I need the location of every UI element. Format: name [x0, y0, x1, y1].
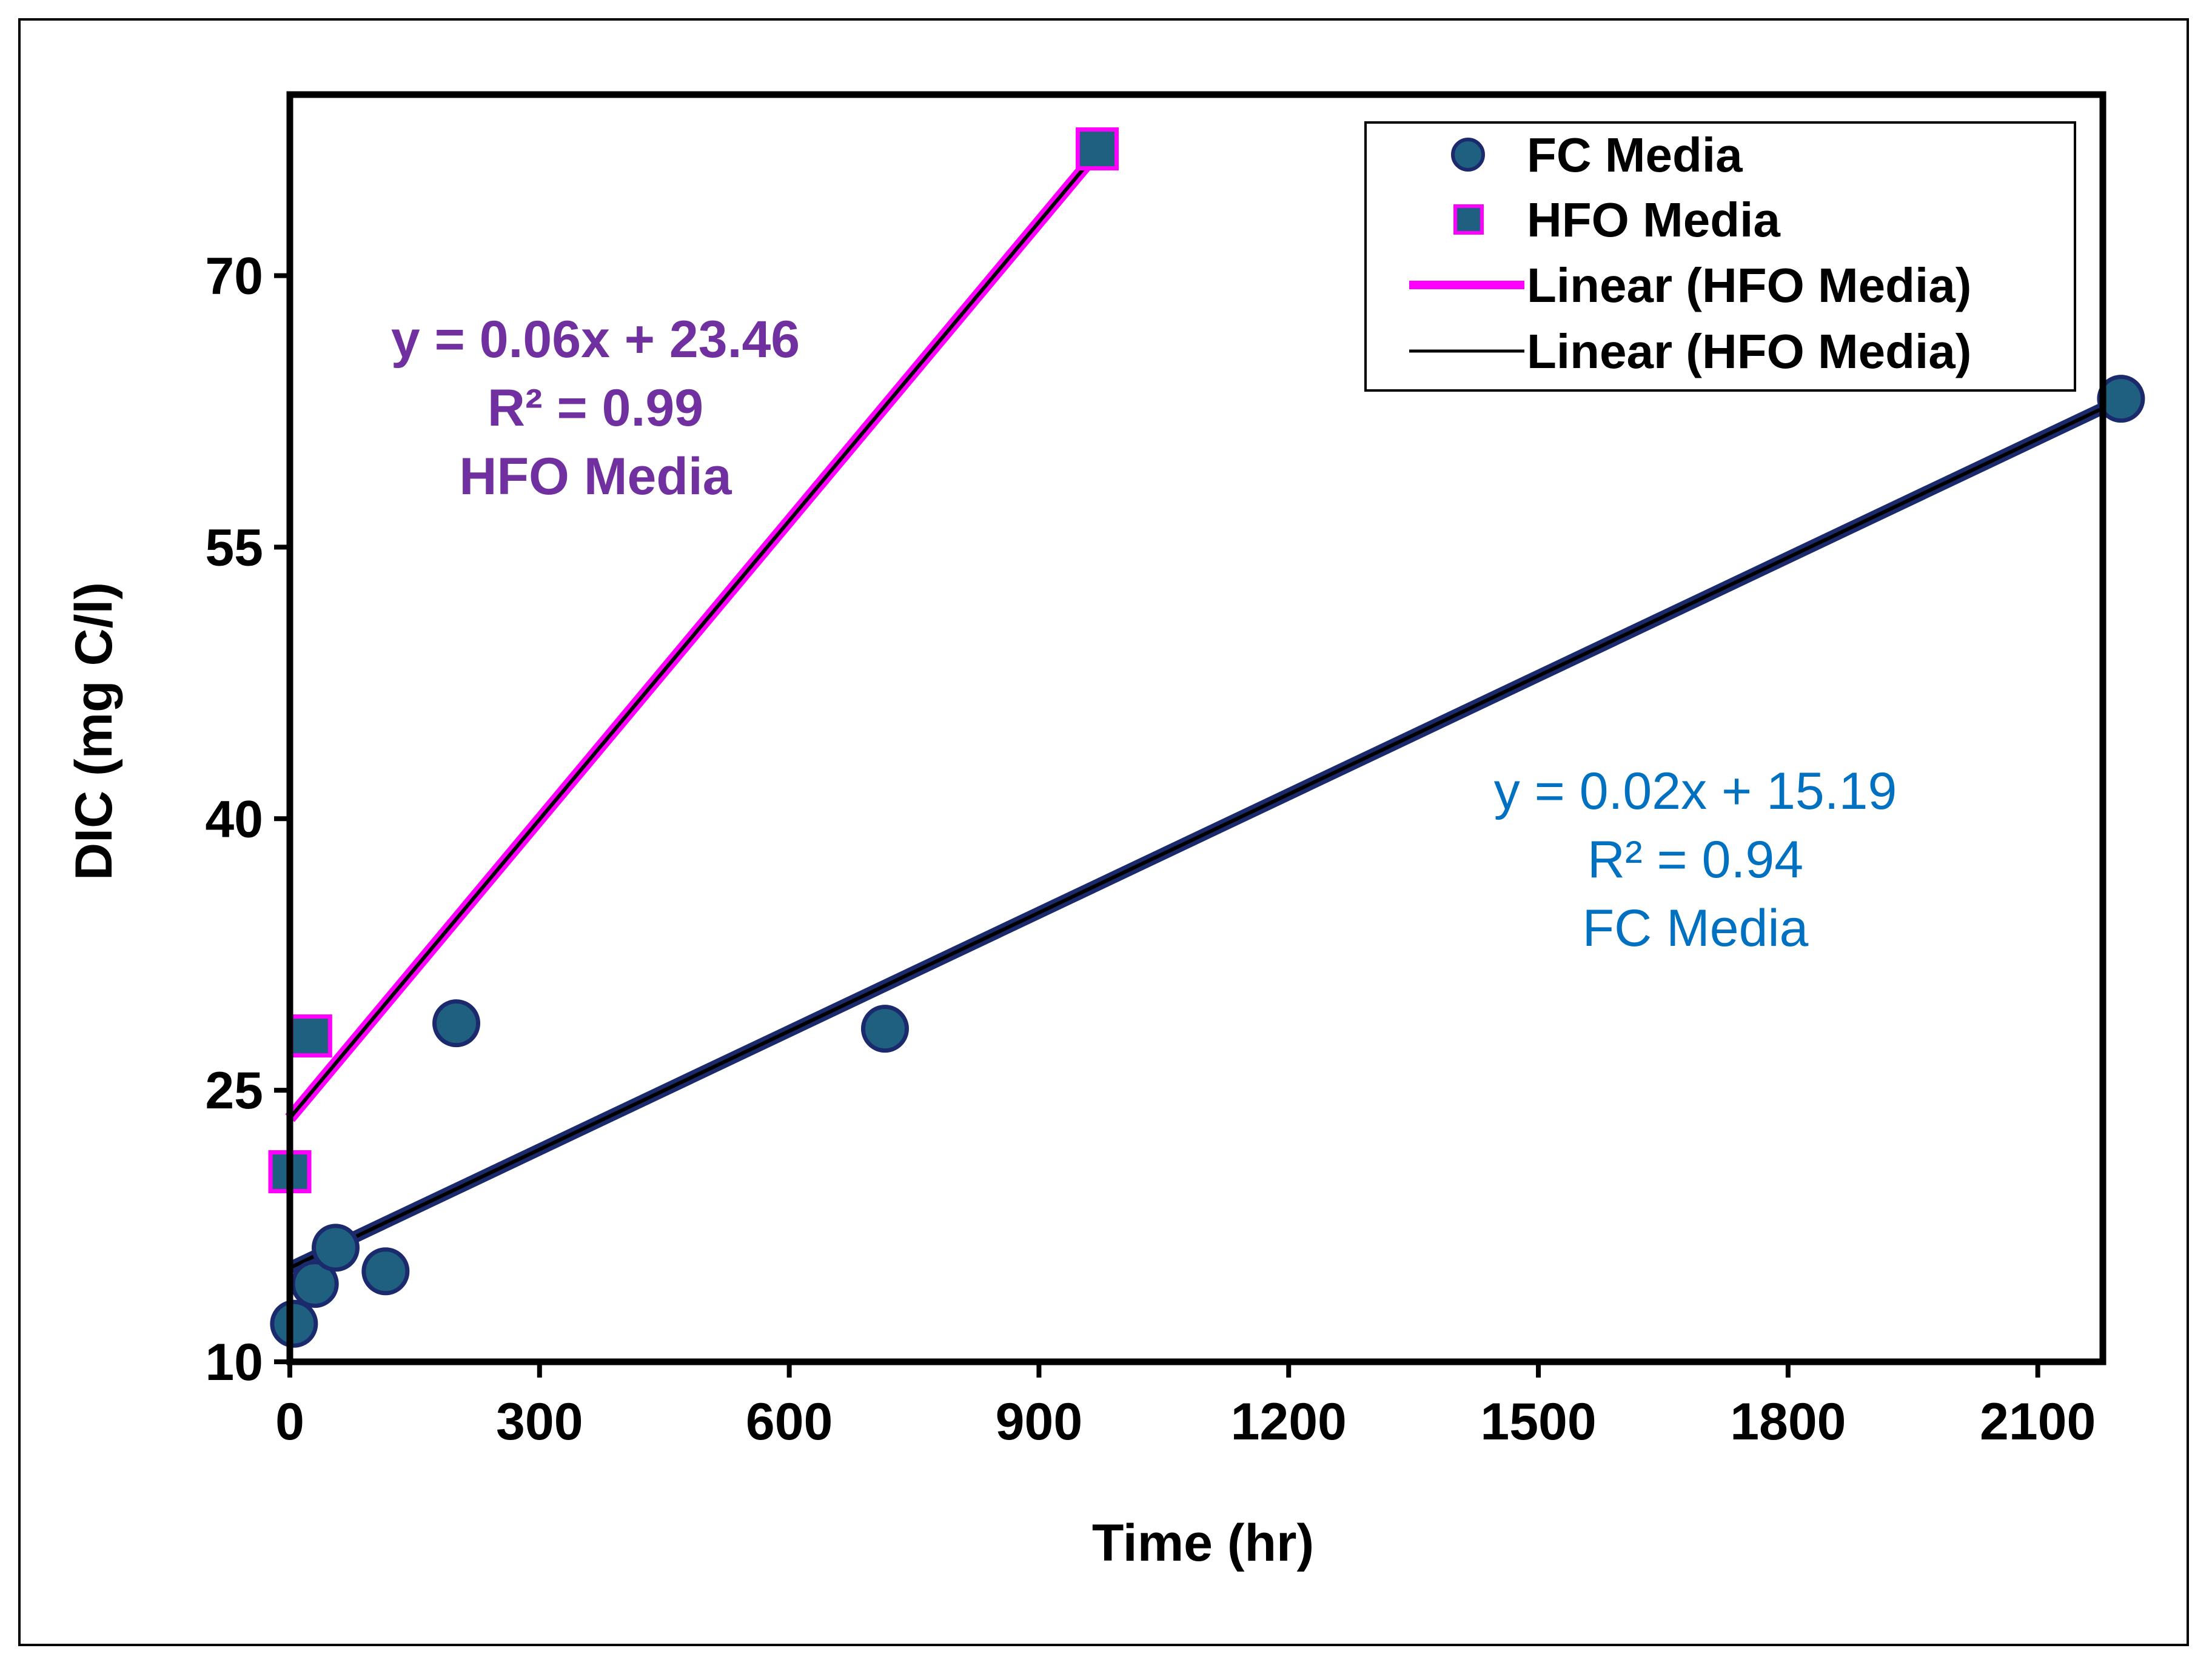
- legend-box: [1364, 121, 2076, 392]
- axes: [286, 91, 2106, 1365]
- hfo-data-point: [1076, 127, 1119, 171]
- legend-trend-label-2: Linear (HFO Media): [1527, 324, 1971, 378]
- legend-hfo-marker: [1453, 204, 1484, 235]
- fc-r-squared: R² = 0.94: [1587, 831, 1803, 889]
- x-tick-label: 1800: [1730, 1393, 1846, 1451]
- x-tick-label: 1500: [1480, 1393, 1596, 1451]
- hfo-r-squared: R² = 0.99: [488, 379, 703, 437]
- y-tick-label: 25: [205, 1062, 263, 1120]
- hfo-equation: y = 0.06x + 23.46: [391, 310, 800, 369]
- x-tick-label: 600: [746, 1393, 833, 1451]
- x-axis-title: Time (hr): [1092, 1514, 1314, 1572]
- chart: 0 300 600 900 1200 1500 1800 2100 10 25 40 55 70 Tim…: [65, 91, 2145, 1572]
- ticks: 0 300 600 900 1200 1500 1800 2100 10 25 40 55 70: [205, 247, 2096, 1451]
- y-tick-label: 70: [205, 247, 263, 306]
- fc-data-point: [432, 999, 481, 1048]
- fc-equation: y = 0.02x + 15.19: [1494, 762, 1897, 820]
- chart-frame: 0 300 600 900 1200 1500 1800 2100 10 25 40 55 70 Tim…: [18, 18, 2189, 1646]
- fc-annotation: y = 0.02x + 15.19 R² = 0.94 FC Media: [1494, 762, 1897, 957]
- y-tick-label: 10: [205, 1333, 263, 1392]
- legend-fc-marker: [1451, 138, 1485, 172]
- legend-hfo-label: HFO Media: [1527, 193, 1780, 247]
- y-tick-label: 55: [205, 518, 263, 577]
- legend-trend-label-1: Linear (HFO Media): [1527, 258, 1971, 312]
- y-axis-title: DIC (mg C/l): [65, 582, 123, 880]
- x-tick-label: 1200: [1231, 1393, 1347, 1451]
- x-tick-label: 300: [496, 1393, 583, 1451]
- legend: FC Media HFO Media Linear (HFO Media) Li…: [1364, 121, 2076, 392]
- fc-label: FC Media: [1583, 899, 1809, 957]
- legend-fc-label: FC Media: [1527, 128, 1743, 182]
- x-tick-label: 2100: [1980, 1393, 2096, 1451]
- fc-trendline-black: [289, 398, 2122, 1270]
- fc-data-point: [2097, 375, 2145, 423]
- hfo-annotation: y = 0.06x + 23.46 R² = 0.99 HFO Media: [391, 310, 800, 506]
- fc-data-point: [270, 1299, 318, 1348]
- fc-data-point: [361, 1247, 410, 1296]
- x-tick-label: 900: [996, 1393, 1083, 1451]
- fc-data-point: [311, 1224, 360, 1272]
- hfo-data-point: [289, 1014, 332, 1058]
- x-tick-label: 0: [275, 1393, 304, 1451]
- data-markers: [268, 127, 2145, 1348]
- hfo-label: HFO Media: [459, 447, 732, 506]
- y-tick-label: 40: [205, 790, 263, 848]
- plot-area: [286, 91, 2106, 1365]
- trendlines: [285, 148, 2124, 1274]
- fc-data-point: [860, 1005, 909, 1053]
- hfo-trendline-black: [288, 151, 1099, 1120]
